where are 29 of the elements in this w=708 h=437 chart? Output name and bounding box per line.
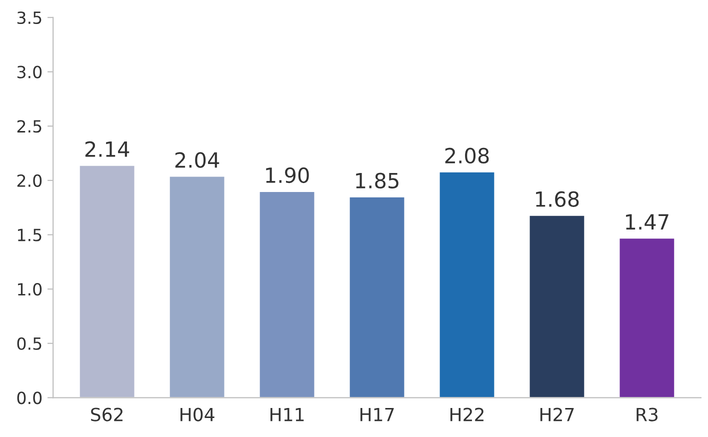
data-label: 1.90 xyxy=(266,167,309,184)
y-tick-label: 3.5 xyxy=(17,11,42,24)
x-tick-label: H27 xyxy=(540,408,574,422)
x-tick-label: H22 xyxy=(450,408,484,422)
y-tick-label: 3.0 xyxy=(17,66,42,78)
bar xyxy=(528,214,586,398)
y-tick-label: 0.0 xyxy=(17,392,42,404)
data-label: 2.04 xyxy=(175,152,220,168)
bar xyxy=(348,196,406,398)
x-tick-label: H17 xyxy=(360,408,394,422)
bar xyxy=(258,190,316,398)
bar xyxy=(78,164,136,398)
bar xyxy=(618,237,676,398)
bar xyxy=(168,175,226,398)
data-label: 1.47 xyxy=(626,214,668,230)
y-tick-label: 1.5 xyxy=(18,228,42,242)
x-tick-label: H11 xyxy=(270,408,304,422)
x-tick-label: H04 xyxy=(180,408,214,422)
y-tick-label: 1.0 xyxy=(18,283,42,296)
bar xyxy=(438,171,496,398)
data-label: 2.14 xyxy=(85,141,130,157)
y-tick-label: 2.5 xyxy=(17,120,42,133)
data-label: 1.85 xyxy=(356,172,398,189)
x-tick-label: S62 xyxy=(91,408,122,422)
data-label: 2.08 xyxy=(445,148,489,164)
data-label: 1.68 xyxy=(536,191,579,207)
x-tick-label: R3 xyxy=(636,408,658,422)
y-tick-label: 0.5 xyxy=(17,337,42,350)
y-tick-label: 2.0 xyxy=(17,174,42,187)
